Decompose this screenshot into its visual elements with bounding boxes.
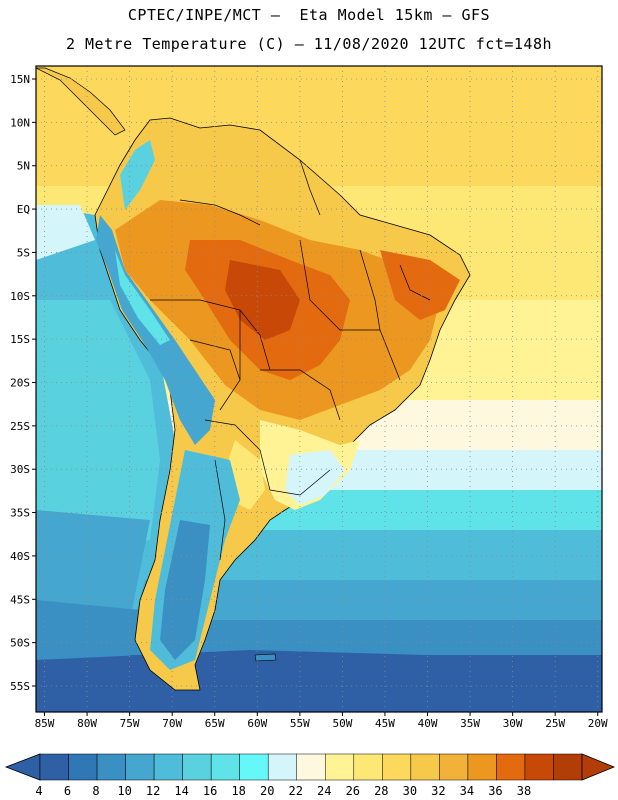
colorbar-label: 30	[403, 784, 417, 798]
lon-tick-label: 50W	[332, 717, 352, 730]
colorbar-swatch	[267, 753, 297, 781]
colorbar-over-arrow	[581, 753, 616, 781]
colorbar-swatch	[296, 753, 326, 781]
colorbar-swatch	[125, 753, 155, 781]
lon-tick-label: 80W	[77, 717, 97, 730]
colorbar-swatch	[96, 753, 126, 781]
colorbar-swatch	[553, 753, 583, 781]
colorbar-label: 4	[35, 784, 42, 798]
lon-tick-label: 55W	[290, 717, 310, 730]
colorbar-label: 32	[431, 784, 445, 798]
colorbar-swatch	[68, 753, 98, 781]
longitude-axis: 85W 80W 75W 70W 65W 60W 55W 50W 45W 40W 35W 30W 25W 2…	[35, 712, 608, 730]
map-title-line-1: CPTEC/INPE/MCT – Eta Model 15km – GFS	[127, 6, 491, 24]
lat-tick-label: 50S	[10, 637, 30, 650]
lat-tick-label: 20S	[10, 376, 30, 389]
lon-tick-label: 60W	[247, 717, 267, 730]
map-title-line-2: 2 Metre Temperature (C) – 11/08/2020 12U…	[65, 35, 553, 53]
colorbar-swatch	[382, 753, 412, 781]
lon-tick-label: 40W	[418, 717, 438, 730]
colorbar-label: 8	[92, 784, 99, 798]
colorbar: 4 6 8 10 12 14 16 18 20 22 24 26 28 30 32 34 36 38	[4, 753, 616, 798]
lat-tick-label: 40S	[10, 550, 30, 563]
colorbar-swatch	[153, 753, 183, 781]
lat-tick-label: 30S	[10, 463, 30, 476]
colorbar-label: 16	[203, 784, 217, 798]
lon-tick-label: 75W	[120, 717, 140, 730]
colorbar-label: 24	[317, 784, 331, 798]
colorbar-label: 22	[289, 784, 303, 798]
latitude-axis: 15N 10N 5N EQ 5S 10S 15S 20S 25S 30S 35S 40S 45S 50S 5…	[10, 73, 36, 693]
lon-tick-label: 25W	[545, 717, 565, 730]
colorbar-swatch	[210, 753, 240, 781]
lat-tick-label: EQ	[17, 203, 30, 216]
colorbar-label: 20	[260, 784, 274, 798]
lat-tick-label: 55S	[10, 680, 30, 693]
colorbar-swatch	[39, 753, 69, 781]
lat-tick-label: 15N	[10, 73, 30, 86]
lat-tick-label: 5S	[17, 246, 30, 259]
lon-tick-label: 35W	[460, 717, 480, 730]
colorbar-swatch	[325, 753, 355, 781]
lat-tick-label: 15S	[10, 333, 30, 346]
lon-tick-label: 20W	[588, 717, 608, 730]
map-frame	[35, 65, 603, 713]
lon-tick-label: 65W	[205, 717, 225, 730]
lon-tick-label: 70W	[162, 717, 182, 730]
colorbar-label: 26	[346, 784, 360, 798]
colorbar-swatch	[239, 753, 269, 781]
colorbar-label: 10	[117, 784, 131, 798]
colorbar-label: 36	[488, 784, 502, 798]
lat-tick-label: 45S	[10, 593, 30, 606]
lat-tick-label: 10S	[10, 290, 30, 303]
colorbar-swatch	[524, 753, 554, 781]
colorbar-label: 34	[460, 784, 474, 798]
colorbar-swatch	[353, 753, 383, 781]
lat-tick-label: 10N	[10, 116, 30, 129]
lat-tick-label: 35S	[10, 507, 30, 520]
ocean-field	[36, 66, 602, 712]
lat-tick-label: 5N	[17, 160, 30, 173]
colorbar-label: 14	[174, 784, 188, 798]
lat-tick-label: 25S	[10, 420, 30, 433]
colorbar-label: 28	[374, 784, 388, 798]
colorbar-label: 6	[64, 784, 71, 798]
colorbar-label: 38	[517, 784, 531, 798]
colorbar-under-arrow	[4, 753, 41, 781]
colorbar-swatch	[182, 753, 212, 781]
colorbar-swatch	[467, 753, 497, 781]
colorbar-label: 18	[231, 784, 245, 798]
colorbar-swatch	[496, 753, 526, 781]
lon-tick-label: 45W	[375, 717, 395, 730]
lon-tick-label: 30W	[503, 717, 523, 730]
lon-tick-label: 85W	[35, 717, 55, 730]
colorbar-label: 12	[146, 784, 160, 798]
colorbar-swatch	[439, 753, 469, 781]
colorbar-swatch	[410, 753, 440, 781]
